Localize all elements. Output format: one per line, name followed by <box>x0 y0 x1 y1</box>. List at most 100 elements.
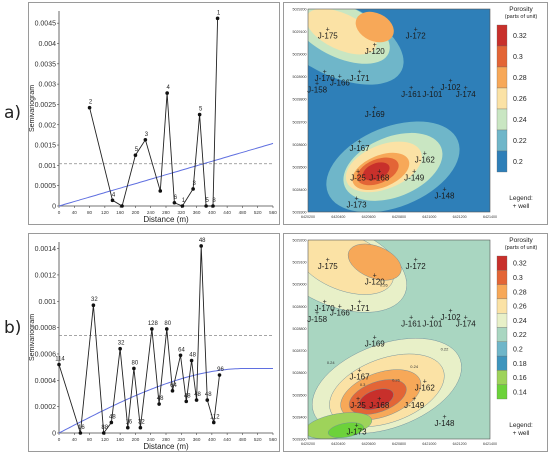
map-x-tick-label: 6420400 <box>331 442 345 446</box>
point-count-label: 128 <box>148 321 159 327</box>
x-tick-label: 520 <box>254 210 262 215</box>
colorbar-tick-label: 0.28 <box>513 75 527 82</box>
x-tick-label: 120 <box>101 210 109 215</box>
well-marker: + <box>326 257 330 264</box>
well-label: J-158 <box>307 85 328 94</box>
well-label: J-171 <box>350 74 371 83</box>
porosity-map-frame-b: 0.26 0.26 0.24 0.24 0.3 0.22 6420200 6420400 642… <box>283 233 548 452</box>
data-point <box>118 346 122 351</box>
well-marker: + <box>356 168 360 175</box>
data-point <box>194 398 199 402</box>
legend-footer-title: Legend: <box>509 195 533 202</box>
data-point <box>109 420 114 425</box>
well-marker: + <box>358 299 362 306</box>
x-tick-label: 40 <box>72 437 78 442</box>
well-marker: + <box>412 396 416 403</box>
map-y-tick-label: 5028600 <box>293 143 307 147</box>
colorbar-tick-label: 0.32 <box>513 261 527 268</box>
colorbar-tick-label: 0.3 <box>513 54 523 61</box>
colorbar-tick-label: 0.3 <box>513 275 523 282</box>
model-curve <box>58 142 274 207</box>
map-x-tick-label: 6421000 <box>422 442 436 446</box>
data-point <box>180 204 185 208</box>
map-x-tick-label: 6421000 <box>422 215 436 219</box>
colorbar-swatch <box>496 284 508 300</box>
x-tick-label: 360 <box>193 437 201 442</box>
y-tick-label: 0.001 <box>38 299 56 306</box>
map-y-tick-label: 5028800 <box>293 327 307 331</box>
well-marker: + <box>373 42 377 49</box>
data-point <box>215 16 220 21</box>
data-point <box>165 91 169 95</box>
data-point <box>172 200 177 205</box>
x-tick-label: 120 <box>101 437 109 442</box>
porosity-contour-band <box>362 162 390 181</box>
well-label: J-120 <box>365 277 386 286</box>
map-y-tick-label: 5028500 <box>293 165 307 169</box>
x-tick-label: 400 <box>208 210 216 215</box>
well-label: J-161 <box>401 90 422 99</box>
porosity-contour-band <box>358 388 394 410</box>
colorbar-tick-label: 0.2 <box>513 159 523 166</box>
well-label: J-175 <box>318 31 339 40</box>
well-marker: + <box>414 26 418 33</box>
map-y-tick-label: 5028700 <box>293 349 307 353</box>
well-label: J-25 <box>350 173 366 182</box>
x-tick-label: 400 <box>208 437 216 442</box>
well-label: J-170 <box>315 304 336 313</box>
point-count-label: 80 <box>132 360 139 366</box>
colorbar-swatch <box>496 150 508 173</box>
porosity-map-a: 6420200 6420400 6420600 6420800 6421000 64212… <box>293 6 538 219</box>
data-point <box>138 425 143 430</box>
well-marker: + <box>338 303 342 310</box>
data-point <box>164 327 169 331</box>
well-label: J-167 <box>350 144 371 153</box>
point-count-label: 1 <box>217 10 221 16</box>
well-label: J-173 <box>347 200 368 209</box>
map-y-tick-label: 5028400 <box>293 415 307 419</box>
x-tick-label: 160 <box>116 210 124 215</box>
well-marker: + <box>358 367 362 374</box>
colorbar-swatch <box>496 24 508 47</box>
contour-label: 0.24 <box>327 360 336 365</box>
panel-label-a: a) <box>4 103 22 123</box>
y-tick-label: 0.0002 <box>35 404 57 411</box>
contour-label: 0.24 <box>410 364 419 369</box>
colorbar-tick-label: 0.26 <box>513 304 527 311</box>
x-tick-label: 240 <box>147 437 155 442</box>
x-tick-label: 200 <box>132 210 140 215</box>
well-label: J-166 <box>330 79 351 88</box>
well-label: J-148 <box>434 419 455 428</box>
point-count-label: 64 <box>178 347 185 353</box>
well-marker: + <box>442 186 446 193</box>
well-label: J-171 <box>350 304 371 313</box>
y-tick-label: 0.0035 <box>35 61 57 68</box>
point-count-label: 1 <box>182 198 186 204</box>
experimental-line <box>58 245 220 435</box>
point-count-label: 48 <box>205 392 212 398</box>
contour-label: 0.26 <box>380 282 389 287</box>
point-count-label: 48 <box>194 392 201 398</box>
porosity-contour-band <box>347 243 402 281</box>
y-tick-label: 0.0005 <box>35 183 57 190</box>
well-label: J-120 <box>365 47 386 56</box>
well-marker: + <box>315 310 319 317</box>
panel-label-b: b) <box>4 318 22 338</box>
x-axis-label: Distance (m) <box>143 215 189 224</box>
well-label: J-167 <box>350 372 371 381</box>
legend-subtitle: (parts of unit) <box>505 245 538 251</box>
x-tick-label: 160 <box>116 437 124 442</box>
well-marker: + <box>354 423 358 430</box>
map-y-tick-label: 5029100 <box>293 261 307 265</box>
point-count-label: 4 <box>112 192 116 198</box>
data-point <box>87 105 92 110</box>
point-count-label: 48 <box>199 238 206 244</box>
data-point <box>158 189 163 193</box>
x-tick-label: 440 <box>223 210 231 215</box>
map-y-tick-label: 5029200 <box>293 239 307 243</box>
point-count-label: 32 <box>138 420 145 426</box>
x-tick-label: 200 <box>132 437 140 442</box>
colorbar-swatch <box>496 313 508 328</box>
colorbar-swatch <box>496 66 508 89</box>
x-tick-label: 280 <box>162 210 170 215</box>
